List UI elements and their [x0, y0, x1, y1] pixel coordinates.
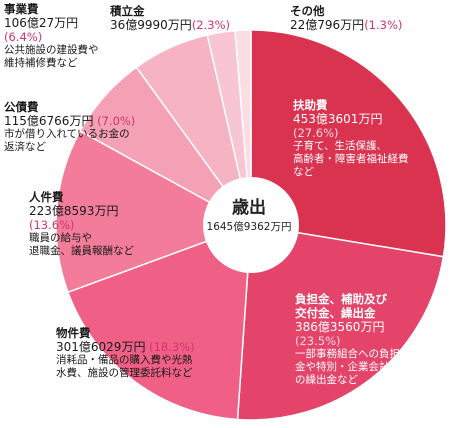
pie-slice-7: [234, 29, 252, 226]
slice-desc-line: 高齢者・障害者福祉経費: [293, 153, 409, 165]
center-title: 歳出: [232, 198, 266, 218]
slice-percent: (18.3%): [149, 340, 195, 354]
slice-percent: (6.4%): [4, 30, 43, 44]
slice-amount: 36億9990万円: [110, 18, 192, 32]
slice-desc-line: 公共施設の建設費や: [4, 44, 99, 56]
slice-percent: (2.3%): [191, 18, 231, 32]
donut-center: 歳出 1645億9362万円: [204, 193, 294, 253]
slice-name-line: 負担金、補助及び: [295, 292, 387, 306]
slice-desc-line: 市が借り入れているお金の: [4, 128, 130, 140]
slice-desc-line: 一部事務組合への負担: [295, 348, 400, 360]
slice-name: 物件費: [56, 326, 91, 340]
label-jinkenhi: 人件費 223億8593万円 (13.6%) 職員の給与や 退職金、議員報酬など: [29, 190, 134, 258]
slice-name: その他: [290, 4, 325, 18]
label-kosaihi: 公債費 115億6766万円 (7.0%) 市が借り入れているお金の 返済など: [4, 100, 135, 154]
slice-desc-line: 退職金、議員報酬など: [29, 245, 134, 257]
slice-amount: 106億27万円: [4, 16, 79, 30]
slice-desc-line: 子育て、生活保護、: [293, 140, 387, 152]
pie-slice-3: [55, 130, 253, 294]
slice-amount: 386億3560万円: [295, 320, 385, 334]
pie-slice-1: [236, 224, 445, 421]
slice-name: 事業費: [4, 2, 39, 16]
slice-percent: (7.0%): [97, 114, 136, 128]
slice-desc-line: の繰出金など: [295, 374, 358, 386]
slice-desc-line: 消耗品・備品の購入費や光熱: [56, 354, 193, 366]
slice-amount: 223億8593万円: [29, 204, 119, 218]
slice-desc-line: 金や特別・企業会計へ: [295, 361, 400, 373]
slice-desc-line: 維持補修費など: [4, 57, 78, 69]
donut-hole: [203, 177, 299, 273]
slice-amount: 22億796万円: [290, 18, 365, 32]
label-tsumitatekin: 積立金 36億9990万円(2.3%): [110, 4, 230, 32]
pie-slice-2: [66, 223, 252, 421]
slice-name: 扶助費: [293, 98, 328, 112]
slice-amount: 453億3601万円: [293, 112, 383, 126]
slice-amount: 115億6766万円: [4, 114, 94, 128]
slice-name: 積立金: [110, 4, 145, 18]
slice-percent: (27.6%): [293, 126, 339, 140]
slice-name: 公債費: [4, 100, 39, 114]
slice-desc-line: など: [293, 166, 314, 178]
label-bukkenhi: 物件費 301億6029万円 (18.3%) 消耗品・備品の購入費や光熱 水費、…: [56, 326, 195, 380]
slice-desc-line: 水費、施設の管理委託料など: [56, 367, 193, 379]
slice-desc-line: 職員の給与や: [29, 232, 92, 244]
slice-percent: (23.5%): [295, 334, 341, 348]
slice-amount: 301億6029万円: [56, 340, 146, 354]
label-fujohi: 扶助費 453億3601万円 (27.6%) 子育て、生活保護、 高齢者・障害者…: [293, 98, 409, 179]
slice-percent: (13.6%): [29, 218, 75, 232]
pie-slice-0: [250, 29, 447, 258]
center-total: 1645億9362万円: [206, 221, 292, 233]
label-sonota: その他 22億796万円(1.3%): [290, 4, 402, 32]
label-futankin: 負担金、補助及び 交付金、繰出金 386億3560万円 (23.5%) 一部事務…: [295, 292, 400, 387]
slice-name-line: 交付金、繰出金: [295, 306, 376, 320]
slice-name: 人件費: [29, 190, 64, 204]
label-jigyohi: 事業費 106億27万円 (6.4%) 公共施設の建設費や 維持補修費など: [4, 2, 99, 70]
slice-percent: (1.3%): [364, 18, 403, 32]
slice-desc-line: 返済など: [4, 141, 46, 153]
